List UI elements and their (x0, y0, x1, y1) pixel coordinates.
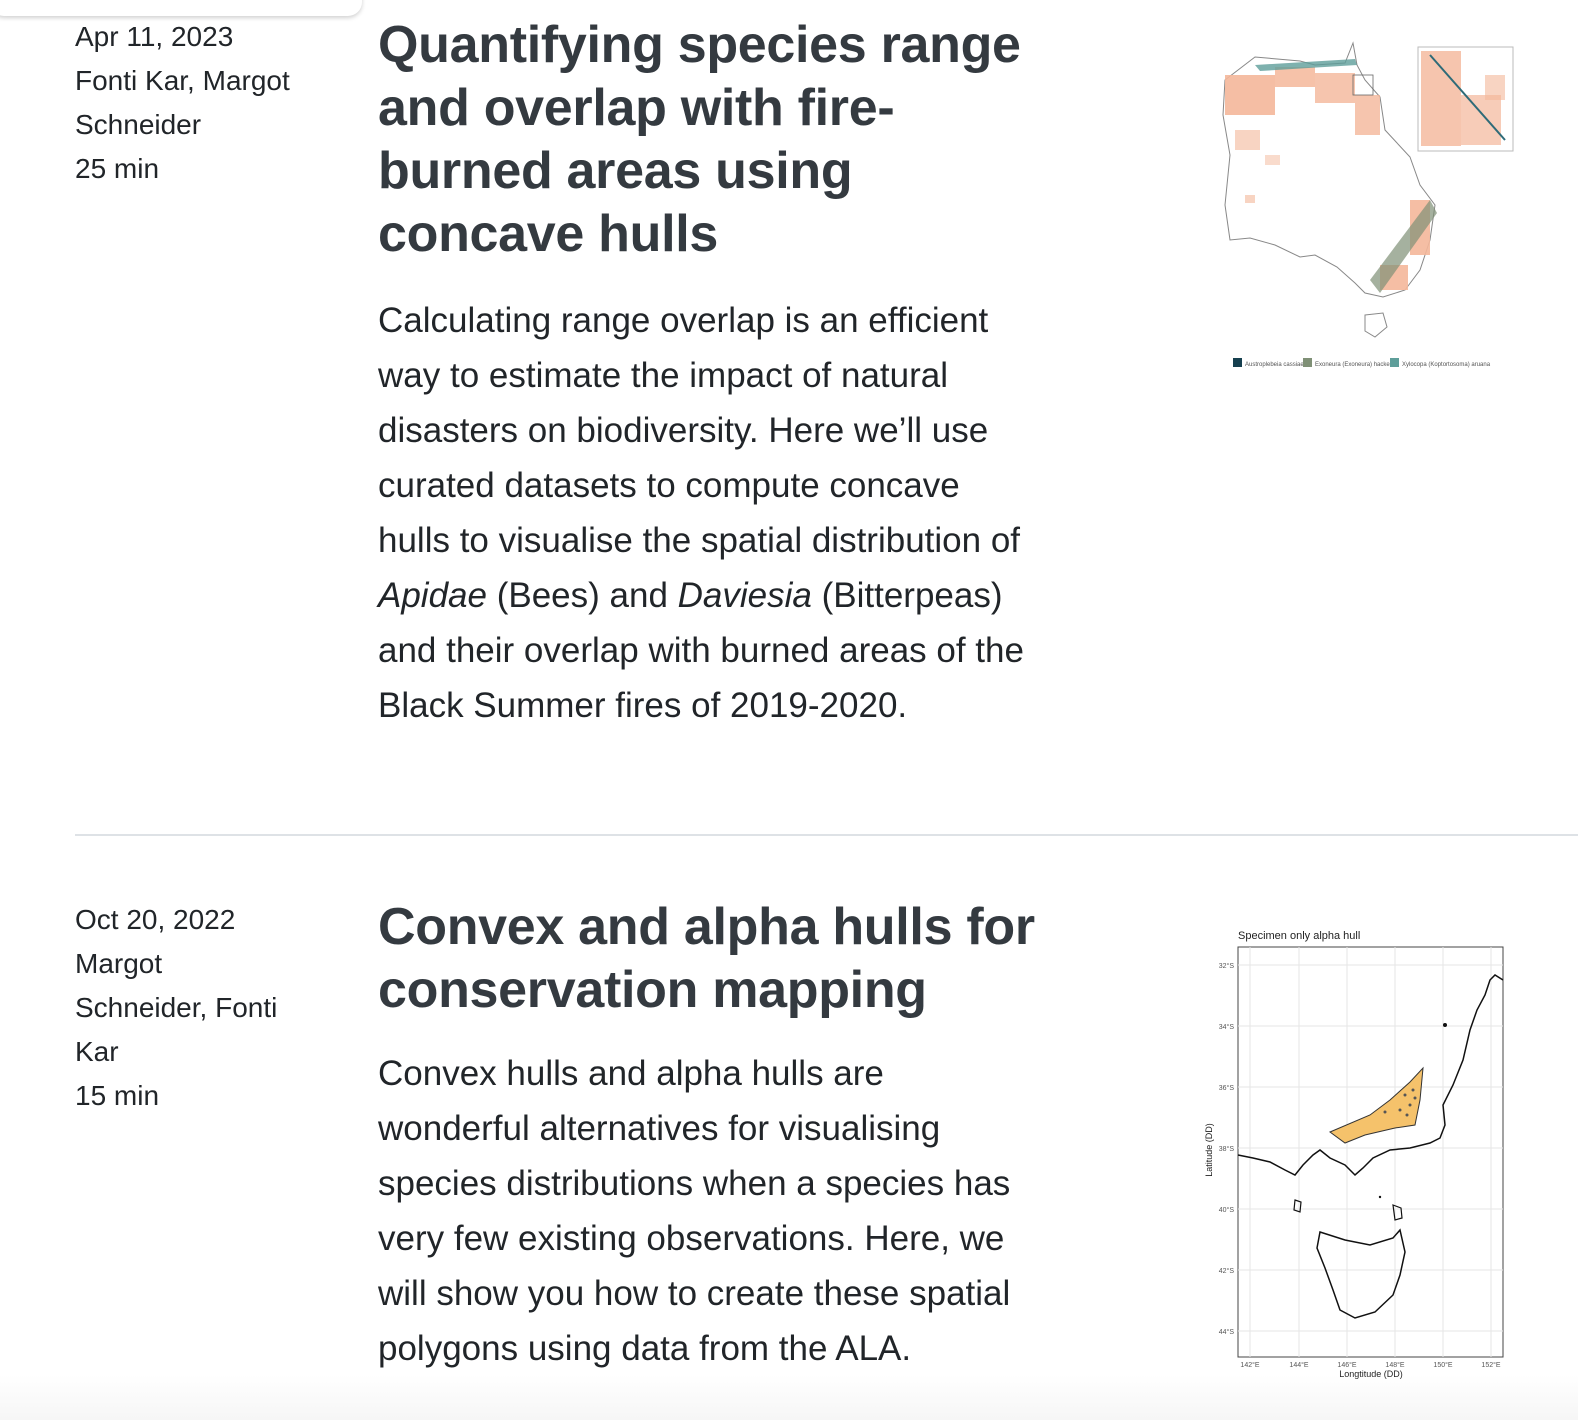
y-tick-label: 40°S (1219, 1206, 1235, 1214)
x-tick-label: 148°E (1385, 1361, 1404, 1369)
map-legend: Austroplebeia cassiae Exoneura (Exoneura… (1233, 358, 1491, 368)
y-tick-label: 36°S (1219, 1084, 1235, 1092)
x-axis-label: Longtitude (DD) (1339, 1369, 1403, 1379)
post-description: Calculating range overlap is an efficien… (378, 293, 1038, 733)
legend-label: Austroplebeia cassiae (1245, 362, 1304, 368)
x-tick-label: 152°E (1481, 1361, 1500, 1369)
y-tick-label: 32°S (1219, 962, 1235, 970)
island-outline (1293, 1199, 1302, 1213)
legend-label: Xylocopa (Koptortosoma) aruana (1402, 362, 1491, 368)
description-text: Calculating range overlap is an efficien… (378, 301, 1021, 560)
post-reading-time: 15 min (75, 1080, 160, 1111)
post-author-line: Kar (75, 1036, 119, 1067)
post-body: Quantifying species range and overlap wi… (378, 14, 1058, 733)
post-item[interactable]: Oct 20, 2022 Margot Schneider, Fonti Kar… (0, 880, 1578, 1420)
post-metadata: Apr 11, 2023 Fonti Kar, Margot Schneider… (75, 15, 320, 191)
post-divider (75, 834, 1578, 836)
x-tick-label: 146°E (1337, 1361, 1356, 1369)
x-tick-label: 142°E (1240, 1361, 1259, 1369)
post-thumbnail-map[interactable]: Specimen only alpha hull (1195, 900, 1520, 1380)
legend-swatch (1303, 358, 1312, 367)
inset-marker (1352, 74, 1374, 96)
taxon-name: Apidae (378, 576, 487, 615)
map-title: Specimen only alpha hull (1238, 930, 1360, 942)
specimen-point (1443, 1023, 1447, 1027)
post-thumbnail-map[interactable]: Austroplebeia cassiae Exoneura (Exoneura… (1205, 35, 1523, 375)
post-author-line: Fonti Kar, Margot (75, 65, 290, 96)
post-authors: Margot Schneider, Fonti Kar (75, 942, 320, 1074)
legend-swatch (1233, 358, 1242, 367)
hull-shape (1255, 59, 1357, 71)
inset-hull (1429, 54, 1506, 141)
description-text: (Bitterpeas) and their overlap with burn… (378, 576, 1024, 725)
scroll-fade (0, 1375, 1578, 1420)
post-reading-time: 25 min (75, 153, 160, 184)
legend-swatch (1390, 358, 1399, 367)
y-axis-label: Latitude (DD) (1204, 1123, 1214, 1177)
y-tick-label: 38°S (1219, 1145, 1235, 1153)
post-body: Convex and alpha hulls for conservation … (378, 896, 1058, 1376)
y-tick-label: 42°S (1219, 1267, 1235, 1275)
map-panel (1237, 946, 1504, 1358)
post-date: Apr 11, 2023 (75, 21, 234, 52)
x-tick-label: 144°E (1289, 1361, 1308, 1369)
post-title-link[interactable]: Quantifying species range and overlap wi… (378, 16, 1021, 263)
legend-label: Exoneura (Exoneura) hackeri (1315, 362, 1393, 368)
taxon-name: Daviesia (677, 576, 812, 615)
post-title-link[interactable]: Convex and alpha hulls for conservation … (378, 898, 1035, 1019)
x-axis-ticks: 142°E 144°E 146°E 148°E 150°E 152°E (1240, 1361, 1500, 1369)
specimen-point (1378, 1195, 1382, 1199)
tasmania-outline (1316, 1228, 1406, 1319)
map-grid (1238, 947, 1503, 1357)
tasmania-outline (1364, 312, 1388, 338)
specimen-points (1383, 1088, 1417, 1117)
y-axis-ticks: 32°S 34°S 36°S 38°S 40°S 42°S 44°S (1219, 962, 1235, 1336)
australia-range-map: Austroplebeia cassiae Exoneura (Exoneura… (1222, 41, 1514, 368)
coastline (1237, 974, 1504, 1177)
y-tick-label: 34°S (1219, 1023, 1235, 1031)
post-author-line: Schneider (75, 109, 202, 140)
post-description: Convex hulls and alpha hulls are wonderf… (378, 1054, 1011, 1368)
post-metadata: Oct 20, 2022 Margot Schneider, Fonti Kar… (75, 898, 320, 1118)
post-authors: Fonti Kar, Margot Schneider (75, 59, 320, 147)
island-outline (1392, 1204, 1403, 1221)
post-date: Oct 20, 2022 (75, 904, 236, 935)
y-tick-label: 44°S (1219, 1328, 1235, 1336)
hull-shape (1370, 200, 1437, 293)
post-author-line: Schneider, Fonti (75, 992, 278, 1023)
post-author-line: Margot (75, 948, 163, 979)
x-tick-label: 150°E (1433, 1361, 1452, 1369)
alpha-hull-map: Specimen only alpha hull (1204, 930, 1504, 1379)
header-card-edge (0, 0, 362, 16)
alpha-hull-polygon (1328, 1066, 1424, 1144)
description-text: (Bees) and (486, 576, 678, 615)
post-item[interactable]: Apr 11, 2023 Fonti Kar, Margot Schneider… (0, 0, 1578, 835)
australia-outline (1222, 41, 1436, 298)
